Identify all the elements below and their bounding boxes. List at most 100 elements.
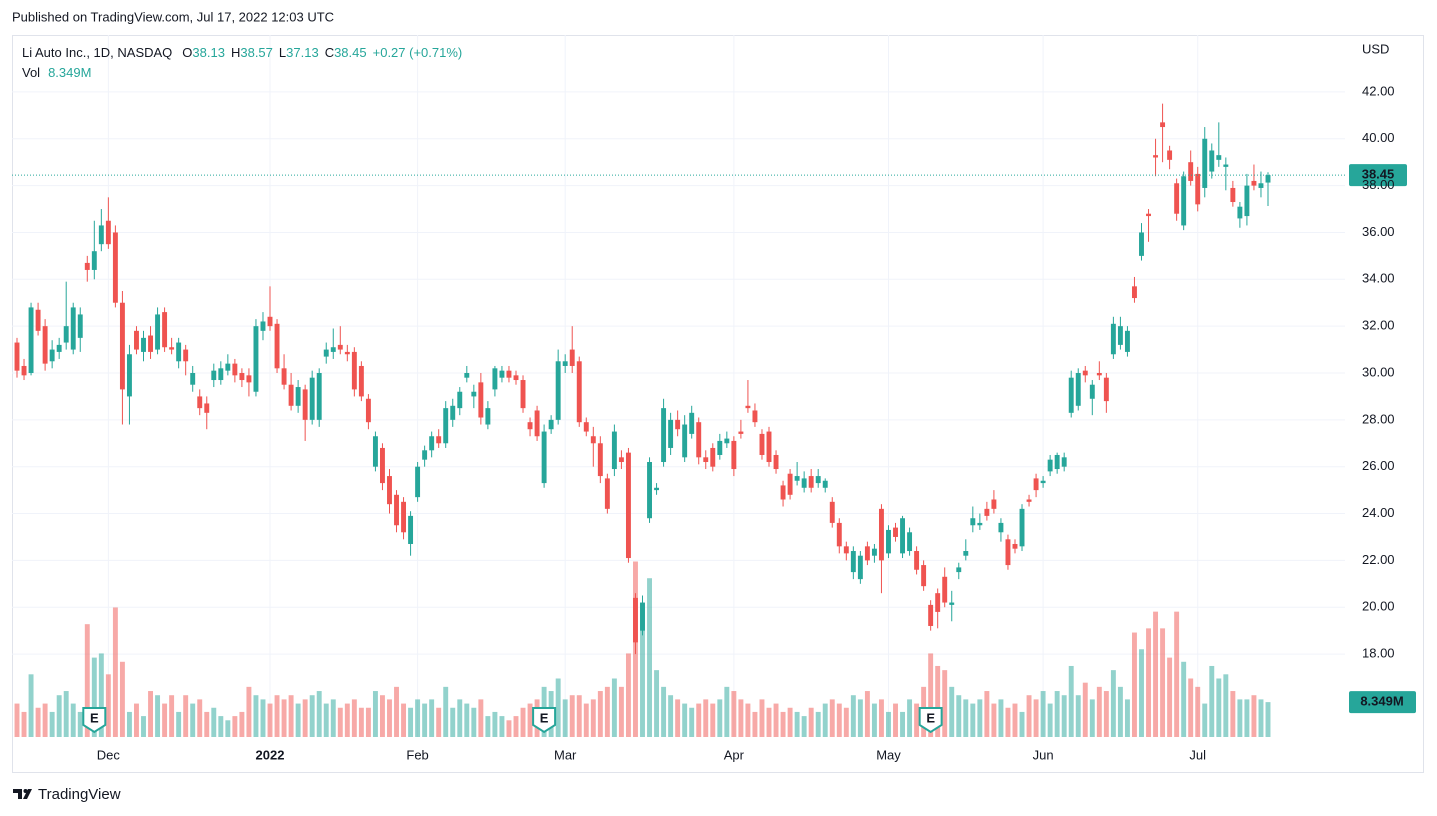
legend-change: +0.27 (+0.71%)	[373, 45, 463, 60]
volume-bar	[991, 703, 997, 737]
volume-bar	[640, 603, 645, 737]
volume-bar	[829, 699, 835, 737]
logo-dot	[23, 789, 28, 793]
volume-bar	[808, 707, 814, 737]
candle-body	[344, 351, 350, 355]
y-tick-label: 32.00	[1362, 318, 1395, 333]
candle-body	[239, 373, 245, 381]
volume-bar	[1047, 703, 1053, 737]
candle-body	[380, 447, 385, 484]
candle-body	[717, 440, 723, 455]
candle-body	[949, 602, 955, 605]
candle-body	[977, 522, 983, 526]
candle-body	[499, 370, 505, 378]
candle-body	[625, 452, 631, 559]
y-tick-label: 24.00	[1362, 505, 1395, 520]
y-tick-label: 40.00	[1362, 130, 1395, 145]
candle-body	[450, 405, 456, 420]
volume-bar	[682, 703, 688, 737]
candle-body	[309, 377, 315, 420]
volume-bar	[134, 703, 139, 737]
candle-body	[1251, 180, 1257, 186]
candle-body	[112, 232, 118, 303]
volume-bar	[232, 716, 238, 737]
candle-body	[415, 466, 421, 498]
volume-bar	[1139, 649, 1144, 737]
volume-bar	[970, 703, 976, 737]
volume-bar	[801, 716, 807, 737]
candle-body	[63, 326, 69, 343]
candle-body	[183, 349, 189, 362]
volume-bar	[1005, 707, 1011, 737]
candle-body	[267, 316, 273, 327]
volume-bar	[1096, 686, 1102, 737]
volume-bar	[1082, 682, 1088, 737]
candle-body	[935, 593, 941, 612]
candle-body	[1068, 377, 1074, 413]
volume-bar	[984, 691, 990, 737]
candle-body	[471, 391, 477, 397]
candle-body	[485, 408, 491, 425]
volume-bar	[618, 686, 624, 737]
volume-bar	[745, 703, 751, 737]
candle-body	[42, 326, 48, 364]
volume-bar	[387, 699, 392, 737]
candle-body	[576, 361, 582, 423]
volume-bar	[752, 711, 758, 737]
volume-bar	[949, 686, 955, 737]
volume-bar	[668, 695, 674, 737]
volume-bar	[42, 703, 48, 737]
volume-bar	[1054, 691, 1060, 737]
candle-body	[197, 396, 203, 409]
candle-body	[942, 576, 948, 603]
volume-bar	[703, 699, 709, 737]
candle-body	[162, 312, 168, 348]
candle-body	[91, 251, 97, 270]
x-tick-label: May	[876, 747, 901, 762]
volume-bar	[1103, 691, 1109, 737]
candle-body	[422, 450, 428, 460]
volume-bar	[562, 699, 568, 737]
volume-bar	[576, 695, 582, 737]
candle-body	[1153, 155, 1159, 158]
volume-bar	[878, 699, 884, 737]
candle-body	[857, 555, 863, 580]
volume-bar	[1181, 661, 1187, 737]
candle-body	[126, 354, 132, 397]
volume-bar	[1188, 678, 1194, 737]
candle-body	[878, 508, 884, 561]
volume-bar	[942, 670, 948, 737]
candle-body	[492, 368, 498, 390]
volume-bar	[963, 699, 969, 737]
candle-body	[1181, 176, 1187, 226]
candle-body	[1019, 508, 1025, 547]
volume-bar	[527, 703, 533, 737]
candle-body	[365, 398, 371, 423]
candle-body	[668, 419, 674, 448]
volume-bar	[91, 657, 97, 737]
candle-body	[394, 494, 399, 526]
candle-body	[260, 321, 266, 331]
volume-bar	[176, 711, 182, 737]
volume-bar	[351, 699, 357, 737]
y-tick-label: 20.00	[1362, 599, 1395, 614]
candle-body	[970, 518, 976, 526]
volume-bar	[190, 703, 196, 737]
x-tick-label: Feb	[406, 747, 428, 762]
volume-bar	[1068, 665, 1074, 737]
volume-bar	[49, 711, 55, 737]
candle-body	[745, 405, 751, 409]
x-tick-label: Mar	[554, 747, 577, 762]
volume-bar	[1124, 699, 1130, 737]
x-tick-label: Apr	[724, 747, 745, 762]
candle-body	[900, 518, 905, 554]
candle-body	[836, 522, 842, 547]
candle-body	[218, 368, 224, 381]
legend-high: 38.57	[240, 45, 273, 60]
candle-body	[1005, 539, 1011, 566]
candle-body	[1174, 183, 1180, 214]
candle-body	[1124, 330, 1130, 352]
candle-body	[914, 551, 920, 570]
last-price-label: 38.45	[1362, 167, 1395, 182]
